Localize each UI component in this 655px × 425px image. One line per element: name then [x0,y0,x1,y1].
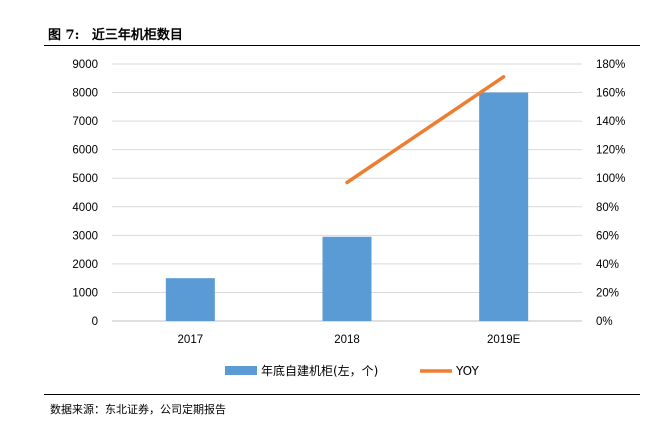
bar-series [165,92,529,321]
bar [479,92,529,321]
left-tick-label: 5000 [72,173,98,185]
left-tick-label: 4000 [72,202,98,214]
left-tick-label: 1000 [72,287,98,299]
figure-label: 图 7: [48,28,80,43]
left-tick-label: 0 [92,316,98,328]
right-axis-ticks: 0% 20% 40% 60% 80% 100% 120% 140% 160% 180% [596,59,625,328]
x-tick-label: 2018 [334,334,360,346]
left-tick-label: 7000 [72,116,98,128]
right-tick-label: 140% [596,116,625,128]
legend: 年底自建机柜(左，个) YOY [225,363,479,378]
legend-bar-swatch [225,366,257,375]
left-tick-label: 3000 [72,230,98,242]
bar [165,278,215,321]
right-tick-label: 60% [596,230,619,242]
left-tick-label: 8000 [72,88,98,100]
source-note: 数据来源：东北证券，公司定期报告 [50,403,226,416]
right-tick-label: 40% [596,259,619,271]
left-tick-label: 2000 [72,259,98,271]
line-series [345,75,506,185]
right-tick-label: 20% [596,287,619,299]
right-tick-label: 160% [596,88,625,100]
title-rule [44,45,640,46]
left-tick-label: 9000 [72,59,98,71]
figure-title: 图 7: 近三年机柜数目 [48,24,183,43]
right-tick-label: 180% [596,59,625,71]
yoy-line [345,75,506,185]
legend-line-label: YOY [455,364,479,378]
legend-bar-label: 年底自建机柜(左，个) [261,363,378,378]
x-tick-label: 2017 [178,334,204,346]
right-tick-label: 120% [596,145,625,157]
right-tick-label: 0% [596,316,613,328]
left-tick-label: 6000 [72,145,98,157]
x-tick-label: 2019E [487,334,521,346]
right-tick-label: 100% [596,173,625,185]
source-rule [44,394,640,395]
x-axis-ticks: 2017 2018 2019E [178,334,521,346]
left-axis-ticks: 0 1000 2000 3000 4000 5000 6000 7000 8000 9000 [72,59,98,328]
bar [322,236,372,321]
figure-title-text: 近三年机柜数目 [91,28,183,43]
right-tick-label: 80% [596,202,619,214]
